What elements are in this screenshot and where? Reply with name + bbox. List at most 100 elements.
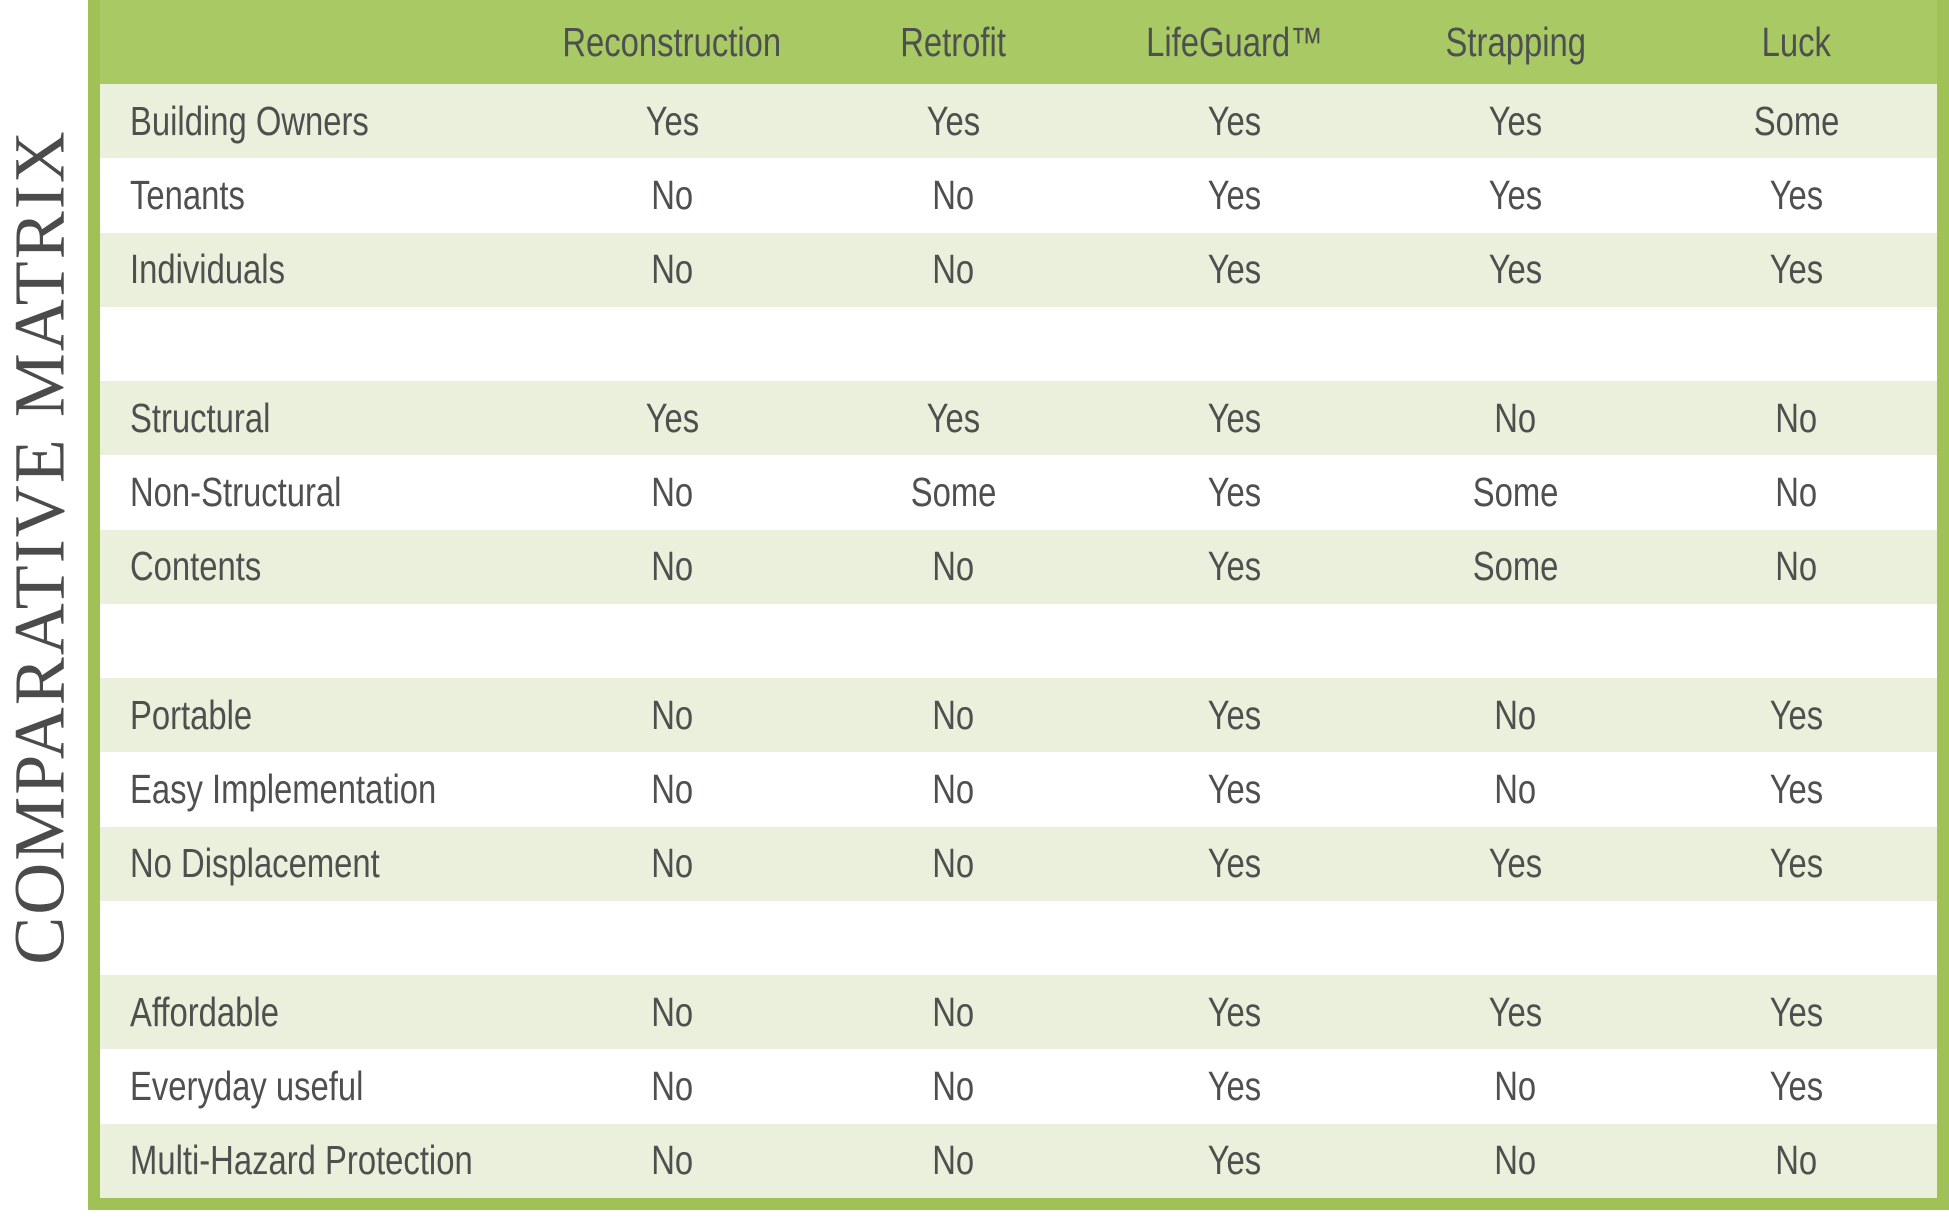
value-text: Yes xyxy=(645,97,699,144)
value-text: Yes xyxy=(1488,988,1543,1035)
value-text: Yes xyxy=(1769,840,1824,887)
value-cell: Yes xyxy=(1094,455,1375,529)
page-title: COMPARATIVE MATRIX xyxy=(0,129,80,965)
value-cell xyxy=(1094,604,1375,678)
column-header: Retrofit xyxy=(813,0,1094,84)
value-text: No xyxy=(932,246,975,293)
row-label: Structural xyxy=(130,394,271,441)
value-cell: Yes xyxy=(1094,158,1375,232)
value-cell: Some xyxy=(1375,455,1656,529)
spacer-row xyxy=(100,306,1937,382)
value-cell: Yes xyxy=(1375,827,1656,901)
value-cell: No xyxy=(1656,455,1937,529)
table-row: Portable No No Yes No Yes xyxy=(100,678,1937,753)
table-row: Individuals No No Yes Yes Yes xyxy=(100,232,1937,307)
value-cell: Yes xyxy=(1094,752,1375,826)
value-text: No xyxy=(651,840,694,887)
spacer-row xyxy=(100,603,1937,679)
column-header: Luck xyxy=(1656,0,1937,84)
value-text: Yes xyxy=(926,97,981,144)
value-cell: Some xyxy=(813,455,1094,529)
value-text: No xyxy=(932,988,975,1035)
column-header: Strapping xyxy=(1375,0,1656,84)
value-text: Yes xyxy=(1207,171,1262,218)
value-text: Some xyxy=(910,468,997,515)
value-cell: Some xyxy=(1375,530,1656,604)
value-text: Yes xyxy=(1488,840,1543,887)
row-label-cell: Non-Structural xyxy=(100,455,532,529)
value-text: Yes xyxy=(1769,691,1824,738)
value-cell xyxy=(532,901,813,975)
value-text: Yes xyxy=(1207,97,1262,144)
column-header: Reconstruction xyxy=(532,0,813,84)
table-row: Contents No No Yes Some No xyxy=(100,529,1937,604)
value-text: No xyxy=(651,468,694,515)
value-text: No xyxy=(1494,691,1537,738)
value-text: No xyxy=(932,691,975,738)
value-text: No xyxy=(651,171,694,218)
table-row: Tenants No No Yes Yes Yes xyxy=(100,158,1937,233)
value-cell: No xyxy=(532,530,813,604)
value-cell: Yes xyxy=(1094,84,1375,158)
comparative-matrix-table: Reconstruction Retrofit LifeGuard™ Strappin… xyxy=(88,0,1949,1210)
row-label: No Displacement xyxy=(130,840,380,887)
table-row: Everyday useful No No Yes No Yes xyxy=(100,1049,1937,1124)
value-cell: No xyxy=(532,975,813,1049)
value-cell: No xyxy=(1375,381,1656,455)
value-text: No xyxy=(1775,1137,1818,1184)
value-cell: Yes xyxy=(813,84,1094,158)
row-label: Easy Implementation xyxy=(130,766,437,813)
value-cell: Yes xyxy=(1375,158,1656,232)
value-cell: Yes xyxy=(1656,975,1937,1049)
value-text: No xyxy=(651,543,694,590)
value-text: Yes xyxy=(1769,766,1824,813)
value-text: No xyxy=(651,1063,694,1110)
value-text: Yes xyxy=(1207,394,1262,441)
row-label-cell: Easy Implementation xyxy=(100,752,532,826)
row-label: Non-Structural xyxy=(130,468,342,515)
value-cell: No xyxy=(1375,752,1656,826)
value-text: No xyxy=(932,543,975,590)
value-cell: No xyxy=(813,752,1094,826)
row-label-cell xyxy=(100,901,532,975)
value-text: Yes xyxy=(1488,171,1543,218)
row-label: Affordable xyxy=(130,988,279,1035)
value-text: No xyxy=(1775,394,1818,441)
value-text: No xyxy=(932,840,975,887)
row-label-cell: Tenants xyxy=(100,158,532,232)
column-header-label: Reconstruction xyxy=(562,18,782,65)
value-cell: Yes xyxy=(1656,1049,1937,1123)
row-label-cell: Structural xyxy=(100,381,532,455)
value-cell: Yes xyxy=(1094,1124,1375,1198)
value-cell: Yes xyxy=(1094,530,1375,604)
value-cell: Yes xyxy=(1656,233,1937,307)
value-cell: Yes xyxy=(1094,1049,1375,1123)
value-text: No xyxy=(932,1137,975,1184)
value-text: No xyxy=(1494,394,1537,441)
row-label-cell xyxy=(100,307,532,381)
value-text: No xyxy=(1494,1063,1537,1110)
table-row: Structural Yes Yes Yes No No xyxy=(100,381,1937,456)
value-cell xyxy=(1375,901,1656,975)
value-text: Yes xyxy=(1769,246,1824,293)
value-cell: Yes xyxy=(1094,827,1375,901)
value-text: No xyxy=(932,1063,975,1110)
value-text: Yes xyxy=(645,394,699,441)
table-row: No Displacement No No Yes Yes Yes xyxy=(100,826,1937,901)
value-cell: No xyxy=(532,1049,813,1123)
value-cell: Yes xyxy=(1375,233,1656,307)
value-cell: Yes xyxy=(1656,827,1937,901)
value-text: No xyxy=(651,691,694,738)
value-cell xyxy=(813,604,1094,678)
value-text: Some xyxy=(1472,468,1559,515)
value-text: Yes xyxy=(1207,1063,1262,1110)
value-cell xyxy=(1656,901,1937,975)
spacer-row xyxy=(100,900,1937,976)
row-label-cell: Affordable xyxy=(100,975,532,1049)
value-cell: No xyxy=(532,678,813,752)
value-cell xyxy=(1656,604,1937,678)
row-label: Individuals xyxy=(130,246,285,293)
value-cell: No xyxy=(813,530,1094,604)
value-text: Yes xyxy=(1207,691,1262,738)
